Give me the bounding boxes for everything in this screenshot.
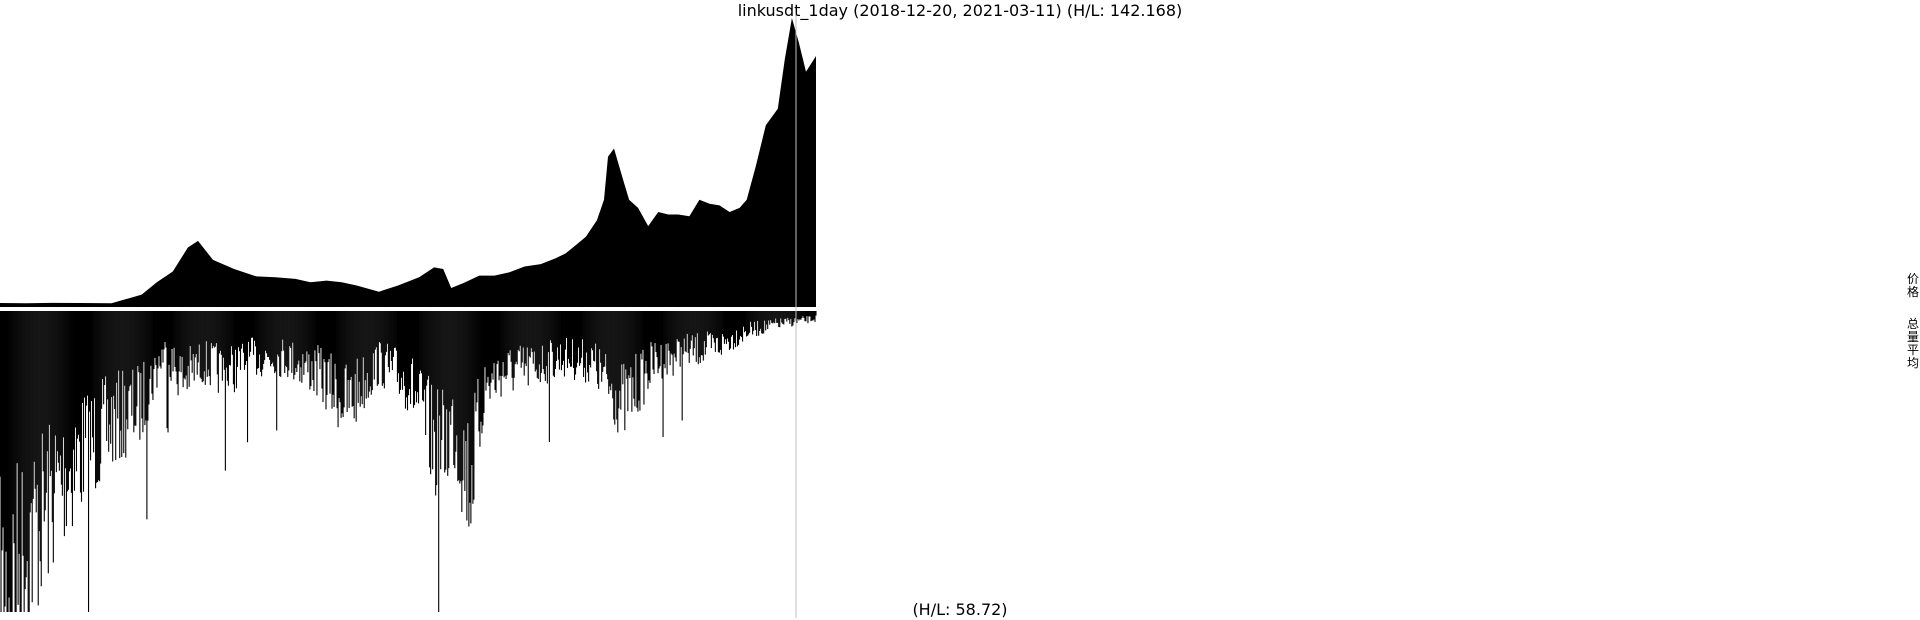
lower-hl-label: (H/L: 58.72): [912, 600, 1008, 619]
price-area-series: [0, 18, 816, 307]
chart-title: linkusdt_1day (2018-12-20, 2021-03-11) (…: [737, 1, 1183, 20]
legend-volume: 总量平均: [1906, 317, 1919, 370]
price-area-path: [0, 18, 816, 307]
legend-price: 价格: [1906, 272, 1919, 299]
volume-area-series: [0, 311, 817, 612]
panel-divider: [0, 307, 816, 311]
